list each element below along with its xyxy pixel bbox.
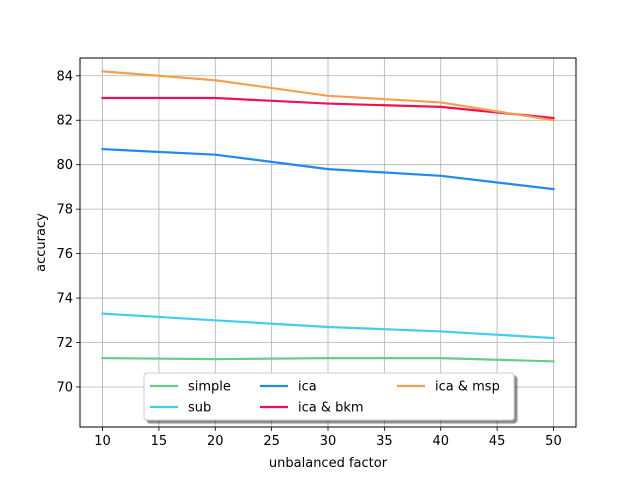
y-tick-label: 80	[56, 158, 73, 173]
legend-label: ica	[298, 380, 317, 395]
legend-box	[143, 372, 515, 421]
x-tick-label: 35	[376, 434, 393, 449]
legend-label: ica & msp	[435, 380, 500, 395]
y-tick-label: 74	[56, 292, 73, 307]
legend-label: ica & bkm	[298, 401, 364, 416]
y-tick-label: 76	[56, 247, 73, 262]
x-tick-label: 45	[489, 434, 506, 449]
y-tick-label: 72	[56, 336, 73, 351]
x-tick-label: 50	[545, 434, 562, 449]
x-tick-label: 20	[207, 434, 224, 449]
series-line-ica-bkm	[101, 96, 555, 120]
series-line-simple	[101, 356, 555, 363]
x-tick-label: 25	[263, 434, 280, 449]
axis-ticks: 10 15 20 25 30 35 40 45 50 70 72 74 76 78 80 82 84	[56, 69, 561, 449]
x-tick-label: 15	[151, 434, 168, 449]
y-tick-label: 78	[56, 203, 73, 218]
series-line-ica	[101, 147, 555, 191]
series-lines	[101, 70, 555, 363]
x-tick-label: 40	[432, 434, 449, 449]
x-axis-label: unbalanced factor	[269, 456, 388, 471]
y-axis-label: accuracy	[34, 213, 49, 272]
x-tick-label: 30	[320, 434, 337, 449]
series-line-ica-msp	[101, 70, 555, 122]
y-tick-label: 70	[56, 380, 73, 395]
y-tick-label: 84	[56, 69, 73, 84]
legend: simple sub ica ica & bkm ica & msp	[143, 372, 515, 421]
y-tick-label: 82	[56, 114, 73, 129]
legend-label: simple	[188, 380, 231, 395]
x-tick-label: 10	[94, 434, 111, 449]
legend-label: sub	[188, 401, 211, 416]
series-line-sub	[101, 312, 555, 340]
